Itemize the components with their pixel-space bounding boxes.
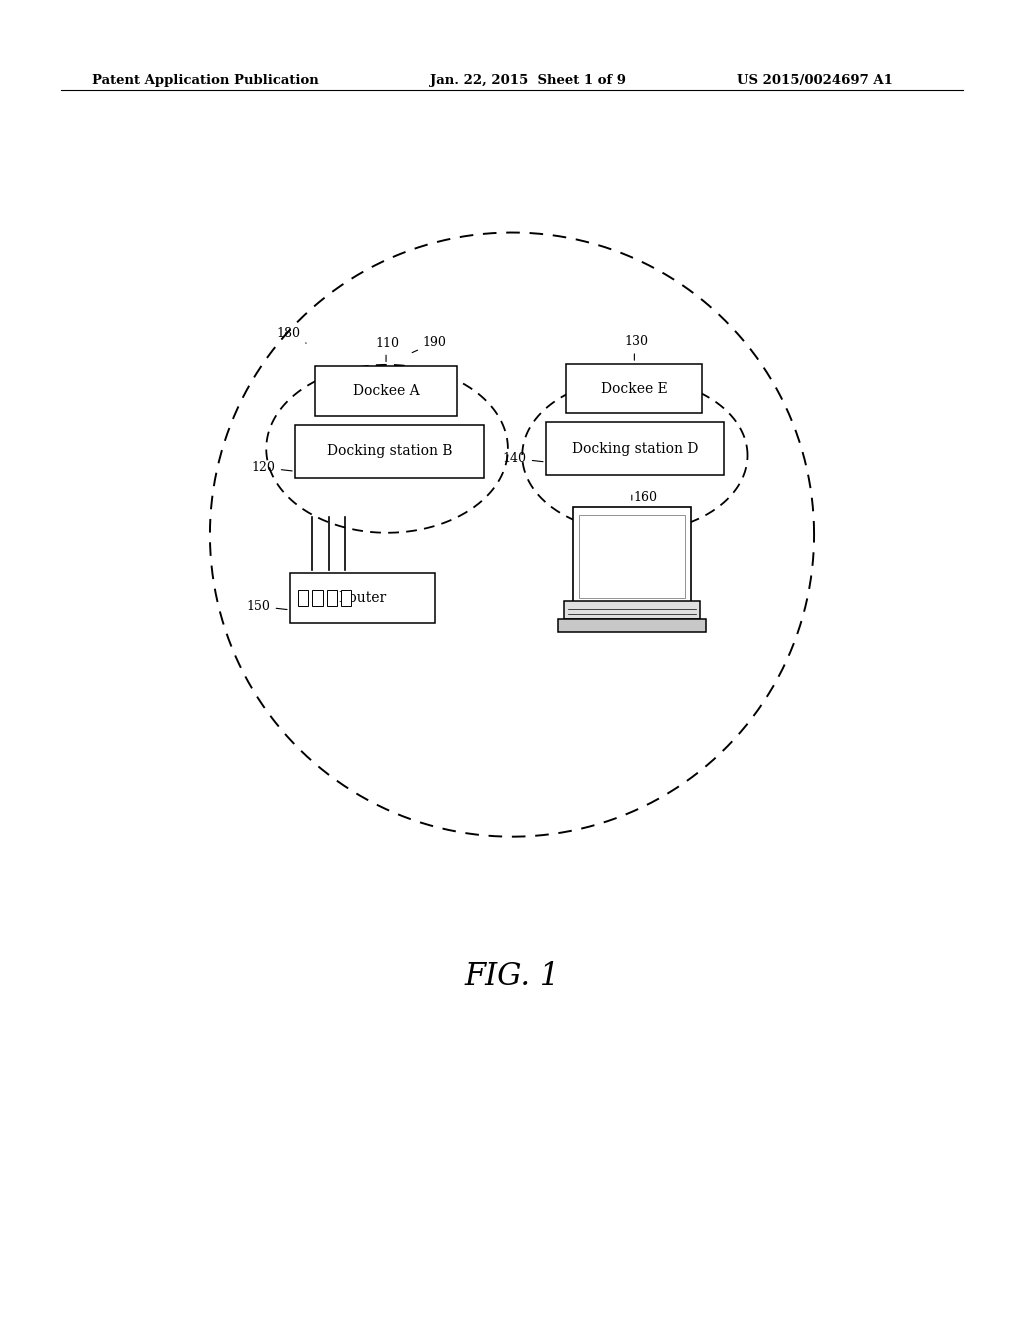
Text: 160: 160	[634, 491, 657, 504]
Text: 140: 140	[503, 451, 543, 465]
FancyBboxPatch shape	[327, 590, 337, 606]
FancyBboxPatch shape	[573, 507, 690, 606]
FancyBboxPatch shape	[566, 364, 702, 413]
Text: 180: 180	[276, 326, 306, 343]
Text: Dockee A: Dockee A	[352, 384, 420, 397]
FancyBboxPatch shape	[298, 590, 308, 606]
Text: US 2015/0024697 A1: US 2015/0024697 A1	[737, 74, 893, 87]
Text: Patent Application Publication: Patent Application Publication	[92, 74, 318, 87]
Text: 130: 130	[625, 335, 648, 348]
Text: FIG. 1: FIG. 1	[464, 961, 560, 993]
FancyBboxPatch shape	[580, 515, 684, 598]
Text: 110: 110	[376, 337, 399, 350]
Text: Docking station B: Docking station B	[327, 445, 453, 458]
FancyBboxPatch shape	[546, 422, 724, 475]
Text: Dockee E: Dockee E	[601, 381, 668, 396]
FancyBboxPatch shape	[315, 366, 457, 416]
FancyBboxPatch shape	[557, 619, 707, 632]
FancyBboxPatch shape	[290, 573, 435, 623]
Text: 150: 150	[247, 599, 287, 612]
Text: Jan. 22, 2015  Sheet 1 of 9: Jan. 22, 2015 Sheet 1 of 9	[430, 74, 626, 87]
Text: Docking station D: Docking station D	[571, 442, 698, 455]
Text: Router: Router	[338, 591, 387, 605]
FancyBboxPatch shape	[312, 590, 323, 606]
FancyBboxPatch shape	[341, 590, 351, 606]
FancyBboxPatch shape	[563, 601, 700, 619]
Text: 120: 120	[252, 461, 292, 474]
Text: 190: 190	[412, 335, 446, 352]
FancyBboxPatch shape	[295, 425, 484, 478]
